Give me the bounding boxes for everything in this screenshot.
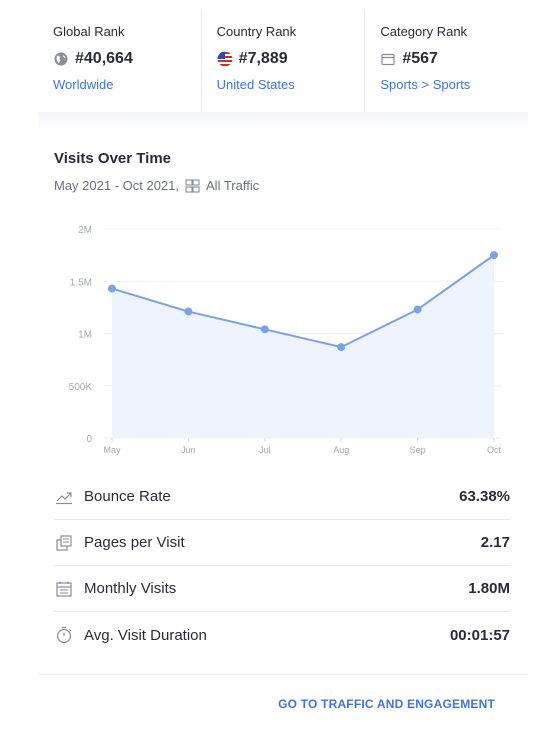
country-rank-value: #7,889 bbox=[238, 50, 288, 67]
data-point-jun bbox=[184, 307, 193, 316]
metric-value: 2.17 bbox=[480, 534, 510, 551]
category-rank-link[interactable]: Sports > Sports bbox=[380, 77, 471, 92]
y-tick-label: 2M bbox=[78, 225, 92, 236]
globe-icon bbox=[53, 51, 69, 67]
x-tick-label: Jun bbox=[181, 445, 196, 455]
bounce-rate-icon bbox=[54, 487, 74, 507]
data-point-sep bbox=[413, 305, 422, 314]
calendar-icon bbox=[54, 579, 74, 599]
visits-area bbox=[112, 255, 494, 438]
x-tick-label: Jul bbox=[259, 445, 271, 455]
us-flag-icon bbox=[217, 51, 233, 67]
data-point-aug bbox=[337, 343, 346, 352]
country-rank: Country Rank #7,889 United States bbox=[200, 10, 365, 112]
category-rank-value: #567 bbox=[402, 50, 438, 67]
footer-divider bbox=[38, 674, 528, 675]
country-rank-label: Country Rank bbox=[216, 24, 297, 39]
metric-label: Avg. Visit Duration bbox=[84, 626, 207, 644]
x-tick-label: May bbox=[103, 445, 121, 455]
x-tick-label: Aug bbox=[333, 445, 349, 455]
timer-icon bbox=[54, 625, 74, 645]
x-tick-label: Oct bbox=[487, 445, 502, 455]
card-divider bbox=[38, 112, 528, 132]
metric-avg-visit-duration: Avg. Visit Duration 00:01:57 bbox=[54, 612, 510, 658]
category-rank: Category Rank #567 Sports > Sports bbox=[364, 10, 528, 112]
chart-period: May 2021 - Oct 2021, bbox=[54, 178, 180, 193]
global-rank-link[interactable]: Worldwide bbox=[53, 77, 114, 92]
traffic-type-icon bbox=[185, 178, 200, 193]
global-rank: Global Rank #40,664 Worldwide bbox=[38, 10, 201, 112]
metric-label: Monthly Visits bbox=[84, 580, 177, 597]
data-point-may bbox=[108, 284, 116, 293]
country-rank-link[interactable]: United States bbox=[216, 77, 295, 92]
traffic-engagement-link[interactable]: GO TO TRAFFIC AND ENGAGEMENT bbox=[278, 697, 495, 711]
chart-title: Visits Over Time bbox=[54, 150, 172, 167]
metric-bounce-rate: Bounce Rate 63.38% bbox=[54, 474, 510, 520]
visits-chart: 0 500K 1M 1.5M 2M May Jun Jul Aug Sep Oct bbox=[69, 225, 502, 455]
metric-monthly-visits: Monthly Visits 1.80M bbox=[54, 566, 510, 612]
x-tick-label: Sep bbox=[410, 445, 426, 455]
category-rank-label: Category Rank bbox=[380, 24, 468, 39]
metric-value: 00:01:57 bbox=[449, 626, 510, 644]
rank-summary: Global Rank #40,664 Worldwide Country Ra… bbox=[38, 10, 528, 112]
chart-traffic-type: All Traffic bbox=[206, 178, 260, 193]
global-rank-label: Global Rank bbox=[53, 24, 125, 39]
metric-label: Pages per Visit bbox=[84, 534, 185, 551]
y-tick-label: 1M bbox=[78, 330, 92, 341]
y-tick-label: 0 bbox=[86, 434, 92, 445]
metric-value: 63.38% bbox=[459, 488, 510, 505]
category-icon bbox=[380, 51, 396, 67]
data-point-oct bbox=[490, 251, 498, 260]
y-tick-label: 1.5M bbox=[70, 277, 92, 288]
metric-value: 1.80M bbox=[468, 580, 510, 597]
pages-icon bbox=[54, 533, 74, 553]
chart-subtitle: May 2021 - Oct 2021, All Traffic bbox=[54, 178, 259, 193]
metrics-list: Bounce Rate 63.38% Pages per Visit 2.17 … bbox=[54, 474, 510, 658]
visits-line bbox=[111, 254, 495, 349]
global-rank-value: #40,664 bbox=[75, 50, 133, 67]
metric-pages-per-visit: Pages per Visit 2.17 bbox=[54, 520, 510, 566]
metric-label: Bounce Rate bbox=[84, 488, 171, 505]
data-point-jul bbox=[260, 325, 269, 334]
y-tick-label: 500K bbox=[69, 382, 93, 393]
